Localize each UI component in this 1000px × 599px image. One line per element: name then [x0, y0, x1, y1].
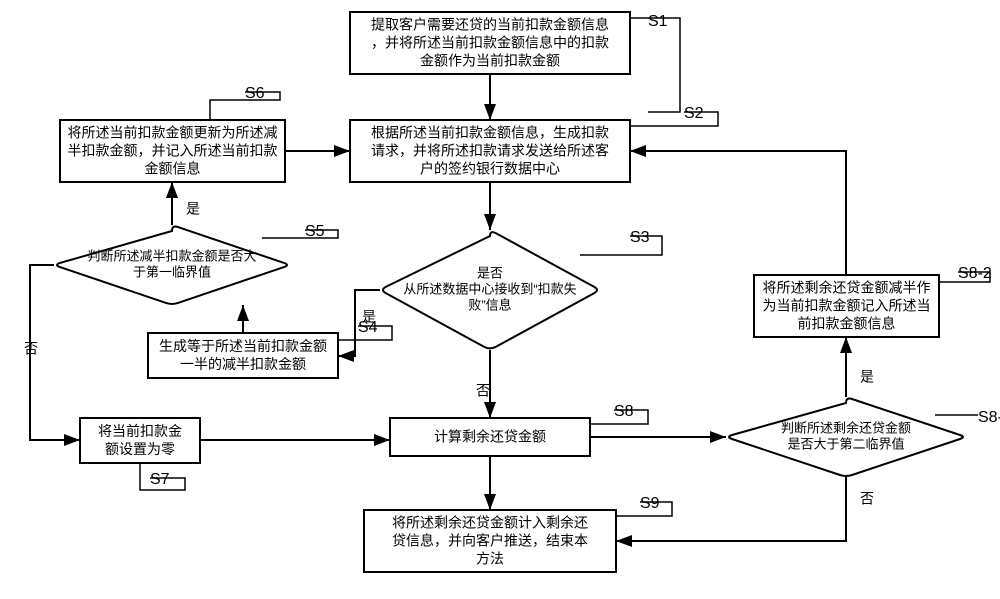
- node-S1: 提取客户需要还贷的当前扣款金额信息 ，并将所述当前扣款金额信息中的扣款金额作为当前…: [350, 12, 630, 74]
- svg-text:从所述数据中心接收到“扣款失: 从所述数据中心接收到“扣款失: [403, 281, 576, 296]
- svg-text:金额作为当前扣款金额: 金额作为当前扣款金额: [420, 53, 560, 69]
- step-label: S5: [305, 223, 325, 240]
- step-label: S9: [640, 495, 660, 512]
- step-label: S8-2: [958, 265, 992, 282]
- node-S2: 根据所述当前扣款金额信息，生成扣款请求，并将所述扣款请求发送给所述客户的签约银行…: [350, 120, 630, 182]
- svg-text:将所述剩余还贷金额减半作: 将所述剩余还贷金额减半作: [763, 280, 931, 296]
- svg-text:于第一临界值: 于第一临界值: [133, 264, 211, 279]
- svg-text:否: 否: [24, 341, 38, 357]
- step-label: S6: [245, 85, 265, 102]
- flow-edge: [630, 18, 680, 112]
- svg-text:户的签约银行数据中心: 户的签约银行数据中心: [420, 161, 560, 177]
- node-S7: 将当前扣款金额设置为零: [80, 418, 200, 463]
- svg-text:败”信息: 败”信息: [468, 297, 511, 312]
- node-S6: 将所述当前扣款金额更新为所述减半扣款金额，并记入所述当前扣款金额信息: [60, 120, 285, 182]
- svg-text:将当前扣款金: 将当前扣款金: [98, 423, 182, 439]
- svg-text:前扣款金额信息: 前扣款金额信息: [798, 316, 896, 332]
- step-label: S8: [614, 403, 634, 420]
- svg-text:金额信息: 金额信息: [145, 161, 201, 177]
- svg-text:方法: 方法: [476, 551, 504, 567]
- svg-text:贷信息，并向客户推送，结束本: 贷信息，并向客户推送，结束本: [392, 533, 588, 549]
- svg-text:额设置为零: 额设置为零: [105, 441, 175, 457]
- svg-text:否: 否: [476, 383, 490, 399]
- svg-text:将所述剩余还贷金额计入剩余还: 将所述剩余还贷金额计入剩余还: [392, 515, 588, 531]
- svg-text:是: 是: [186, 201, 200, 217]
- svg-text:生成等于所述当前扣款金额: 生成等于所述当前扣款金额: [159, 338, 327, 354]
- svg-text:是: 是: [860, 369, 874, 385]
- svg-text:判断所述减半扣款金额是否大: 判断所述减半扣款金额是否大: [87, 248, 256, 263]
- flowchart-canvas: 是是否否是否提取客户需要还贷的当前扣款金额信息，并将所述当前扣款金额信息中的扣款…: [0, 0, 1000, 599]
- svg-text:为当前扣款金额记入所述当: 为当前扣款金额记入所述当: [763, 298, 931, 314]
- flow-edge: [262, 230, 338, 238]
- node-S8_2: 将所述剩余还贷金额减半作为当前扣款金额记入所述当前扣款金额信息: [754, 275, 939, 337]
- node-S3: 是否从所述数据中心接收到“扣款失败”信息: [383, 232, 597, 348]
- step-label: S7: [150, 471, 170, 488]
- svg-text:判断所述剩余还贷金额: 判断所述剩余还贷金额: [781, 420, 911, 435]
- svg-text:计算剩余还贷金额: 计算剩余还贷金额: [434, 429, 546, 445]
- svg-text:根据所述当前扣款金额信息，生成扣款: 根据所述当前扣款金额信息，生成扣款: [371, 125, 609, 141]
- svg-text:否: 否: [860, 491, 874, 507]
- svg-text:半扣款金额，并记入所述当前扣款: 半扣款金额，并记入所述当前扣款: [68, 143, 278, 159]
- step-label: S2: [684, 105, 704, 122]
- svg-text:是否大于第二临界值: 是否大于第二临界值: [787, 436, 904, 451]
- node-S4: 生成等于所述当前扣款金额一半的减半扣款金额: [148, 333, 338, 378]
- node-S9: 将所述剩余还贷金额计入剩余还贷信息，并向客户推送，结束本方法: [364, 510, 616, 572]
- flow-edge: [630, 112, 718, 126]
- node-S5: 判断所述减半扣款金额是否大于第一临界值: [57, 227, 287, 304]
- svg-text:提取客户需要还贷的当前扣款金额信息: 提取客户需要还贷的当前扣款金额信息: [371, 17, 609, 33]
- step-label: S1: [648, 13, 668, 30]
- flow-edge: [630, 151, 846, 275]
- step-label: S3: [630, 229, 650, 246]
- svg-text:请求，并将所述扣款请求发送给所述客: 请求，并将所述扣款请求发送给所述客: [371, 143, 609, 159]
- svg-text:将所述当前扣款金额更新为所述减: 将所述当前扣款金额更新为所述减: [68, 125, 278, 141]
- svg-text:，并将所述当前扣款金额信息中的扣款: ，并将所述当前扣款金额信息中的扣款: [371, 35, 609, 51]
- svg-text:一半的减半扣款金额: 一半的减半扣款金额: [180, 356, 306, 372]
- step-label: S8-1: [978, 409, 1000, 426]
- step-label: S4: [358, 319, 378, 336]
- node-S8_1: 判断所述剩余还贷金额是否大于第二临界值: [729, 399, 963, 477]
- svg-text:是否: 是否: [477, 265, 503, 280]
- node-S8: 计算剩余还贷金额: [390, 418, 590, 456]
- flow-edge: [580, 236, 662, 255]
